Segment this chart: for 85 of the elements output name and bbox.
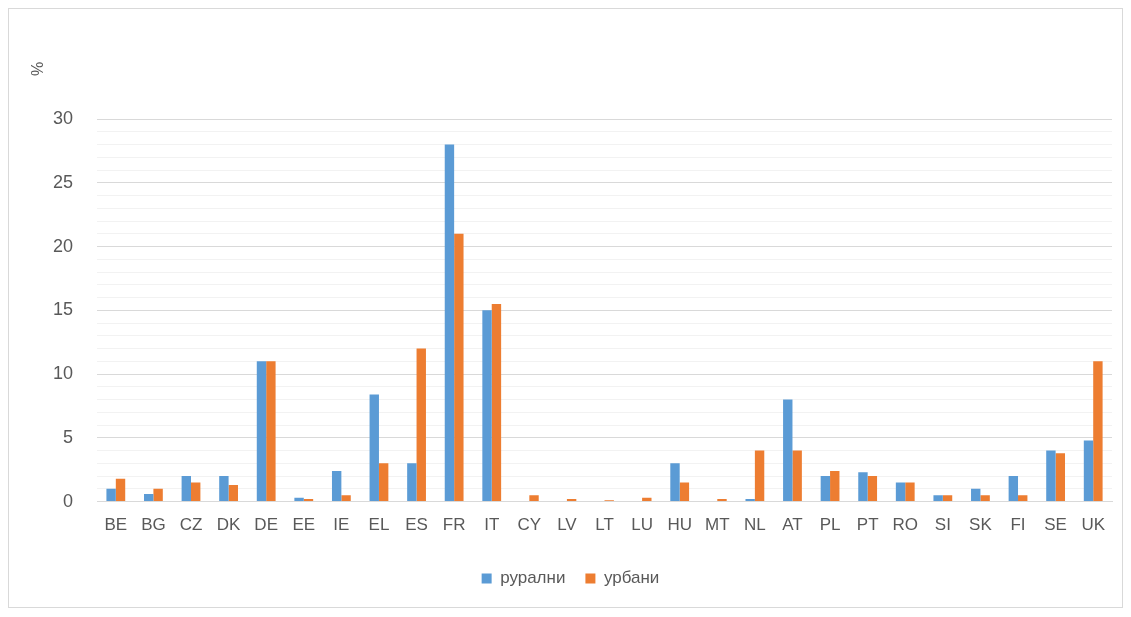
bar [331,470,342,502]
bar [266,361,276,502]
bar [228,485,238,502]
bar [905,482,915,502]
y-tick-label: 30 [52,107,74,128]
y-tick-label: 0 [63,490,74,511]
bar [115,478,126,502]
x-tick-label: FI [1010,515,1026,535]
bar [341,495,351,502]
bar [294,497,304,502]
x-tick-label: MT [705,515,730,535]
x-tick-label: UK [1081,515,1106,535]
x-tick-label: LT [595,515,614,535]
bar [670,463,680,502]
bar [971,488,981,502]
bar [745,499,755,502]
x-tick-label: AT [782,515,803,535]
x-tick-label: ES [405,515,428,535]
bar [491,303,502,502]
x-tick-label: FR [442,515,466,535]
bar [378,463,389,502]
bar [407,463,417,502]
y-tick-label: 10 [52,363,74,384]
bar [454,233,464,502]
bar [153,488,163,502]
bar [106,488,116,502]
bar [1018,495,1028,502]
x-tick-label: BG [141,515,166,535]
x-tick-label: EE [292,515,316,535]
bar [1093,361,1103,502]
bar [867,476,878,502]
bar [369,394,379,502]
x-tick-label: BE [104,515,128,535]
bar [1008,476,1019,502]
bar [754,450,765,502]
bar [820,476,831,502]
bar [529,495,539,502]
x-tick-label: DK [216,515,242,535]
bar [717,499,727,502]
bar [191,482,201,502]
bar [830,470,840,502]
bar [181,476,191,502]
x-tick-label: CZ [179,515,203,535]
legend-label: урбани [603,568,660,588]
x-tick-label: IT [484,515,500,535]
bar [642,497,652,502]
y-tick-label: 15 [52,299,74,320]
bar [1083,440,1094,502]
y-axis-title: % [29,61,47,77]
legend-label: рурални [500,568,566,588]
x-tick-label: PL [819,515,841,535]
bar [444,144,455,502]
x-tick-label: SI [934,515,951,535]
bar [416,348,426,502]
bar [256,361,267,502]
bar [980,495,990,502]
y-tick-label: 20 [52,235,74,256]
x-tick-label: RO [892,515,918,535]
bar [858,472,868,502]
x-tick-label: CY [517,515,542,535]
bar [942,495,953,502]
bar [566,499,577,502]
x-tick-label: SK [969,515,993,535]
bar [303,499,314,502]
bar [895,482,906,502]
x-tick-label: HU [667,515,692,535]
x-tick-label: SE [1044,515,1067,535]
bar [482,310,492,502]
bar [679,482,690,502]
x-tick-label: PT [856,515,879,535]
x-tick-label: EL [368,515,390,535]
x-tick-label: LU [631,515,653,535]
bar [144,493,154,502]
x-tick-label: LV [557,515,578,535]
bar [783,399,793,502]
bar [1046,450,1056,502]
x-tick-label: DE [254,515,278,535]
y-tick-label: 25 [52,171,74,192]
x-tick-label: NL [744,515,766,535]
bar [1055,453,1066,502]
bar [933,495,943,502]
bar [219,476,229,502]
bar [792,450,802,502]
y-tick-label: 5 [63,426,74,447]
x-tick-label: IE [333,515,350,535]
